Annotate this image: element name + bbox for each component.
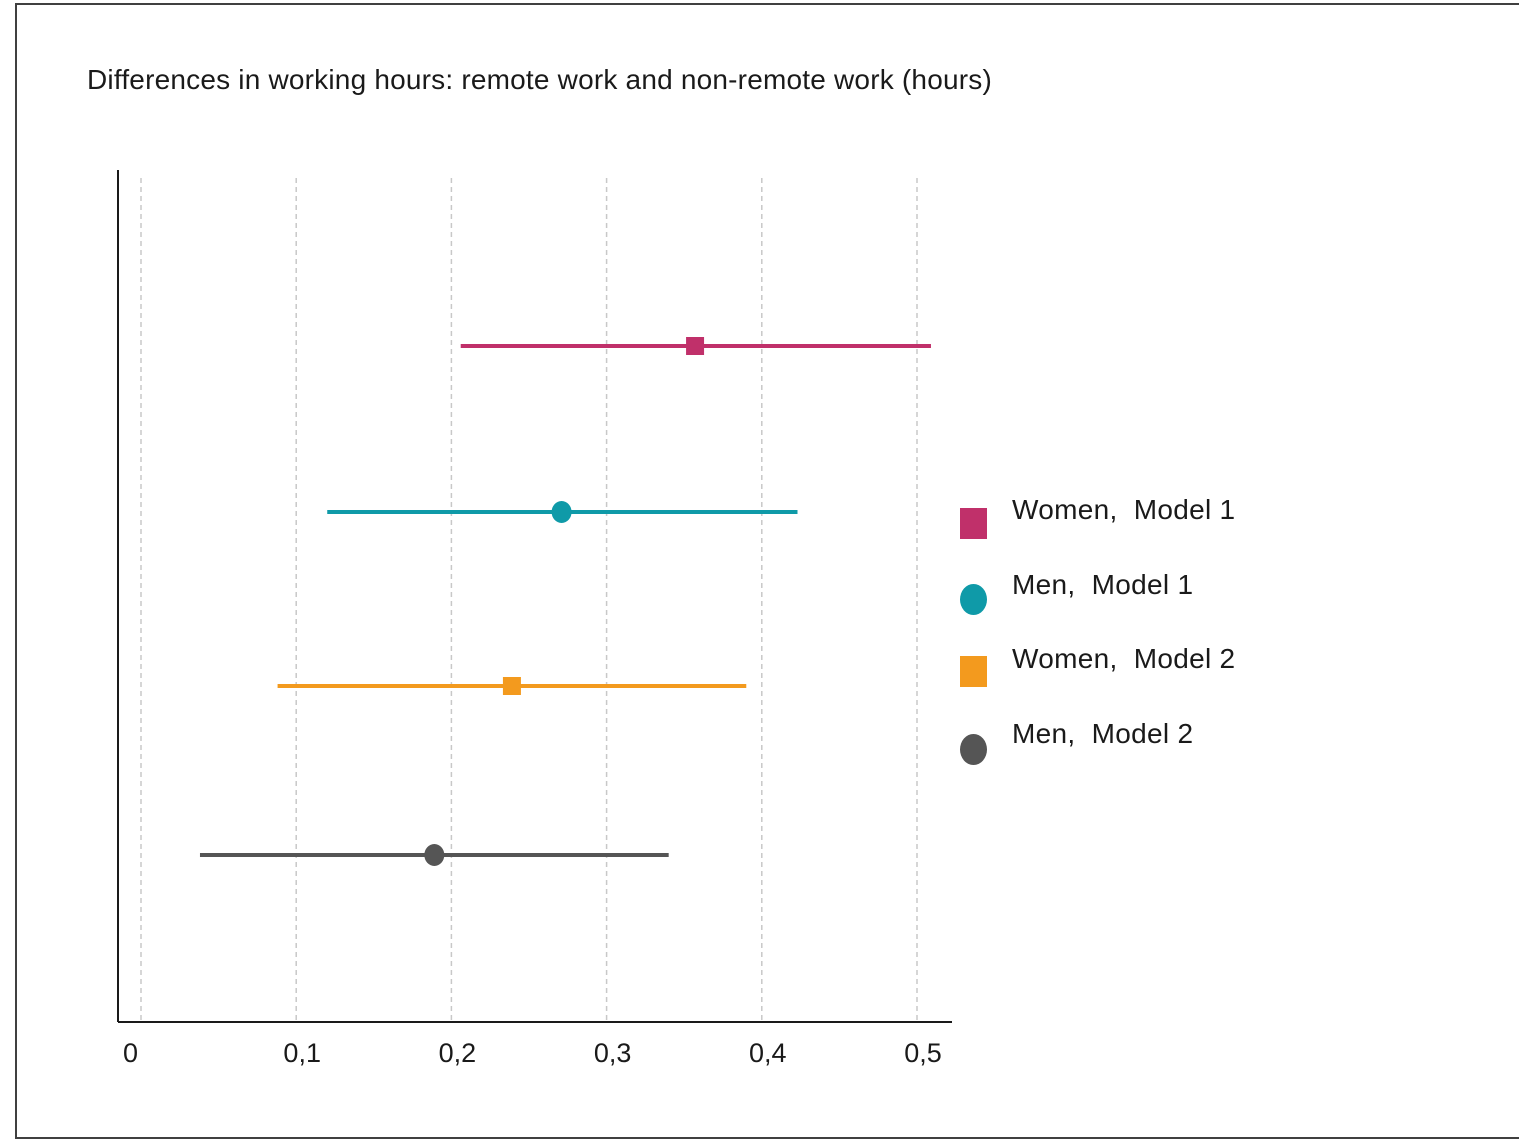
x-tick-label-1: 0,1 xyxy=(283,1038,321,1068)
x-tick-label-5: 0,5 xyxy=(904,1038,942,1068)
grid-lines xyxy=(140,178,918,1022)
legend-label-1: Women, Model 1 xyxy=(1012,494,1236,525)
point-estimate-3 xyxy=(502,677,521,695)
series-marks xyxy=(199,337,931,866)
point-estimate-1 xyxy=(686,337,705,355)
legend-swatch-3 xyxy=(960,656,987,687)
legend-swatch-1 xyxy=(960,508,987,539)
legend-label-3: Women, Model 2 xyxy=(1012,643,1236,674)
x-tick-label-3: 0,3 xyxy=(594,1038,632,1068)
point-estimate-4 xyxy=(424,844,445,866)
legend-label-2: Men, Model 1 xyxy=(1012,569,1194,600)
axes xyxy=(117,170,952,1023)
x-tick-label-2: 0,2 xyxy=(439,1038,477,1068)
legend-swatch-2 xyxy=(960,584,987,615)
chart-frame xyxy=(15,3,1519,1139)
chart-title: Differences in working hours: remote wor… xyxy=(87,64,992,95)
x-tick-label-4: 0,4 xyxy=(749,1038,787,1068)
legend-swatch-4 xyxy=(960,734,987,765)
point-estimate-2 xyxy=(551,501,572,523)
legend-item-4: Men, Model 2 xyxy=(957,718,1287,765)
legend-item-1: Women, Model 1 xyxy=(957,494,1287,539)
legend-item-2: Men, Model 1 xyxy=(957,569,1287,615)
legend-label-4: Men, Model 2 xyxy=(1012,718,1194,749)
x-tick-labels: 0 0,1 0,2 0,3 0,4 0,5 xyxy=(123,1038,942,1068)
x-tick-label-0: 0 xyxy=(123,1038,138,1068)
legend-item-3: Women, Model 2 xyxy=(957,643,1287,687)
